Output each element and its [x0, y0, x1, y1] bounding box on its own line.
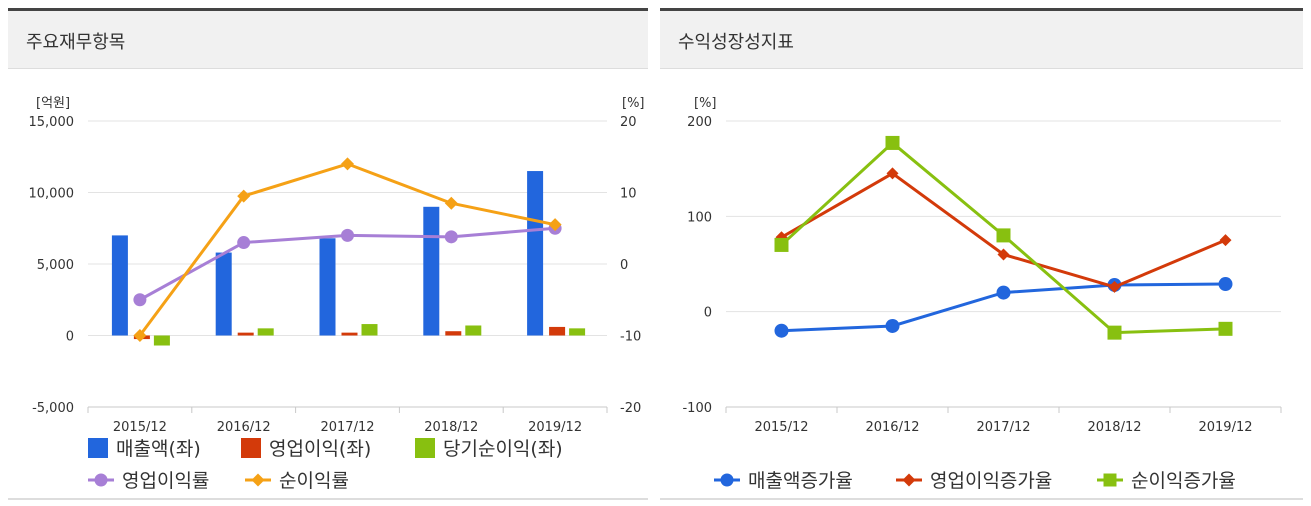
y-axis-unit-right: [%] [622, 96, 645, 111]
y-tick-label: -100 [682, 401, 712, 416]
legend-swatch [241, 438, 261, 458]
data-point [996, 228, 1011, 243]
legend-label: 매출액(좌) [116, 438, 201, 460]
data-point [774, 323, 789, 338]
bar [549, 326, 566, 336]
y-tick-label-left: 0 [66, 330, 74, 345]
y-tick-label: 0 [704, 306, 712, 321]
x-tick-label: 2015/12 [754, 420, 808, 435]
data-point [774, 237, 789, 252]
y-tick-label-right: 20 [620, 115, 637, 130]
x-tick-label: 2018/12 [424, 420, 478, 435]
x-tick-label: 2018/12 [1087, 420, 1141, 435]
legend-label: 영업이익증가율 [930, 470, 1052, 492]
data-point [1108, 280, 1121, 293]
bar [237, 332, 254, 336]
x-tick-label: 2019/12 [1198, 420, 1252, 435]
legend-label: 영업이익(좌) [269, 438, 371, 460]
legend-label: 순이익증가율 [1131, 470, 1236, 492]
data-point [444, 196, 458, 210]
data-point [341, 228, 354, 242]
y-tick-label: 200 [687, 115, 712, 130]
data-point [133, 329, 147, 342]
panel-title: 수익성장성지표 [678, 32, 794, 53]
data-point [996, 285, 1011, 300]
x-tick-label: 2016/12 [217, 420, 271, 435]
legend-marker [251, 473, 265, 487]
bar [341, 332, 358, 336]
legend-marker [94, 473, 108, 487]
financial-items-panel: 주요재무항목 [억원] [%] -5,000 0 5,000 10,000 15,000 -2… [8, 8, 648, 500]
bar [445, 331, 462, 336]
bar [153, 335, 170, 346]
x-tick-label: 2016/12 [865, 420, 919, 435]
legend-swatch [88, 438, 108, 458]
legend-swatch [415, 438, 435, 458]
data-point [237, 236, 251, 250]
y-axis-unit: [%] [694, 96, 717, 111]
x-tick-label: 2015/12 [113, 420, 167, 435]
financial-items-chart: [억원] [%] -5,000 0 5,000 10,000 15,000 -20 -10 0 10… [29, 96, 645, 492]
data-point [886, 167, 899, 180]
profitability-growth-panel: 수익성장성지표 [%] -100 0 100 200 2015/12 2016/12 2017… [660, 8, 1303, 500]
bar [257, 328, 274, 336]
bar [465, 325, 482, 336]
data-point [548, 218, 562, 232]
data-point [133, 293, 147, 307]
y-tick-label-right: -20 [620, 401, 641, 416]
bar [361, 324, 378, 336]
data-point [237, 189, 251, 203]
legend-label: 영업이익률 [122, 470, 209, 492]
bar [319, 238, 336, 336]
y-tick-label-left: 5,000 [37, 258, 74, 273]
legend-label: 당기순이익(좌) [443, 438, 563, 460]
bar [423, 206, 440, 336]
series-line [138, 162, 556, 337]
data-point [1218, 277, 1233, 292]
y-tick-label-right: 10 [620, 187, 637, 202]
data-point [1107, 325, 1122, 340]
bar [111, 235, 128, 336]
data-point [444, 230, 458, 244]
growth-indicator-chart: [%] -100 0 100 200 2015/12 2016/12 2017/12 2018/… [682, 96, 1282, 492]
data-point [1218, 321, 1233, 336]
y-tick-label-left: 15,000 [29, 115, 75, 130]
x-tick-label: 2017/12 [976, 420, 1030, 435]
data-point [341, 157, 354, 171]
panel-title: 주요재무항목 [26, 32, 126, 53]
y-tick-label-left: -5,000 [32, 401, 74, 416]
legend-marker [902, 473, 916, 487]
legend-label: 순이익률 [279, 470, 349, 492]
y-axis-unit-left: [억원] [36, 96, 70, 111]
data-point [1219, 234, 1232, 247]
data-point [997, 248, 1010, 261]
legend-marker [1103, 473, 1117, 487]
bar [527, 171, 544, 336]
y-tick-label-right: -10 [620, 330, 641, 345]
panel-header: 수익성장성지표 [660, 11, 1303, 69]
bar [569, 328, 586, 336]
legend-marker [720, 473, 734, 487]
x-tick-label: 2017/12 [320, 420, 374, 435]
x-tick-label: 2019/12 [528, 420, 582, 435]
y-tick-label-left: 10,000 [29, 187, 75, 202]
panel-header: 주요재무항목 [8, 11, 648, 69]
data-point [885, 318, 900, 333]
y-tick-label-right: 0 [620, 258, 628, 273]
y-tick-label: 100 [687, 210, 712, 225]
data-point [885, 135, 900, 150]
legend-label: 매출액증가율 [748, 470, 853, 492]
bar [215, 252, 232, 336]
